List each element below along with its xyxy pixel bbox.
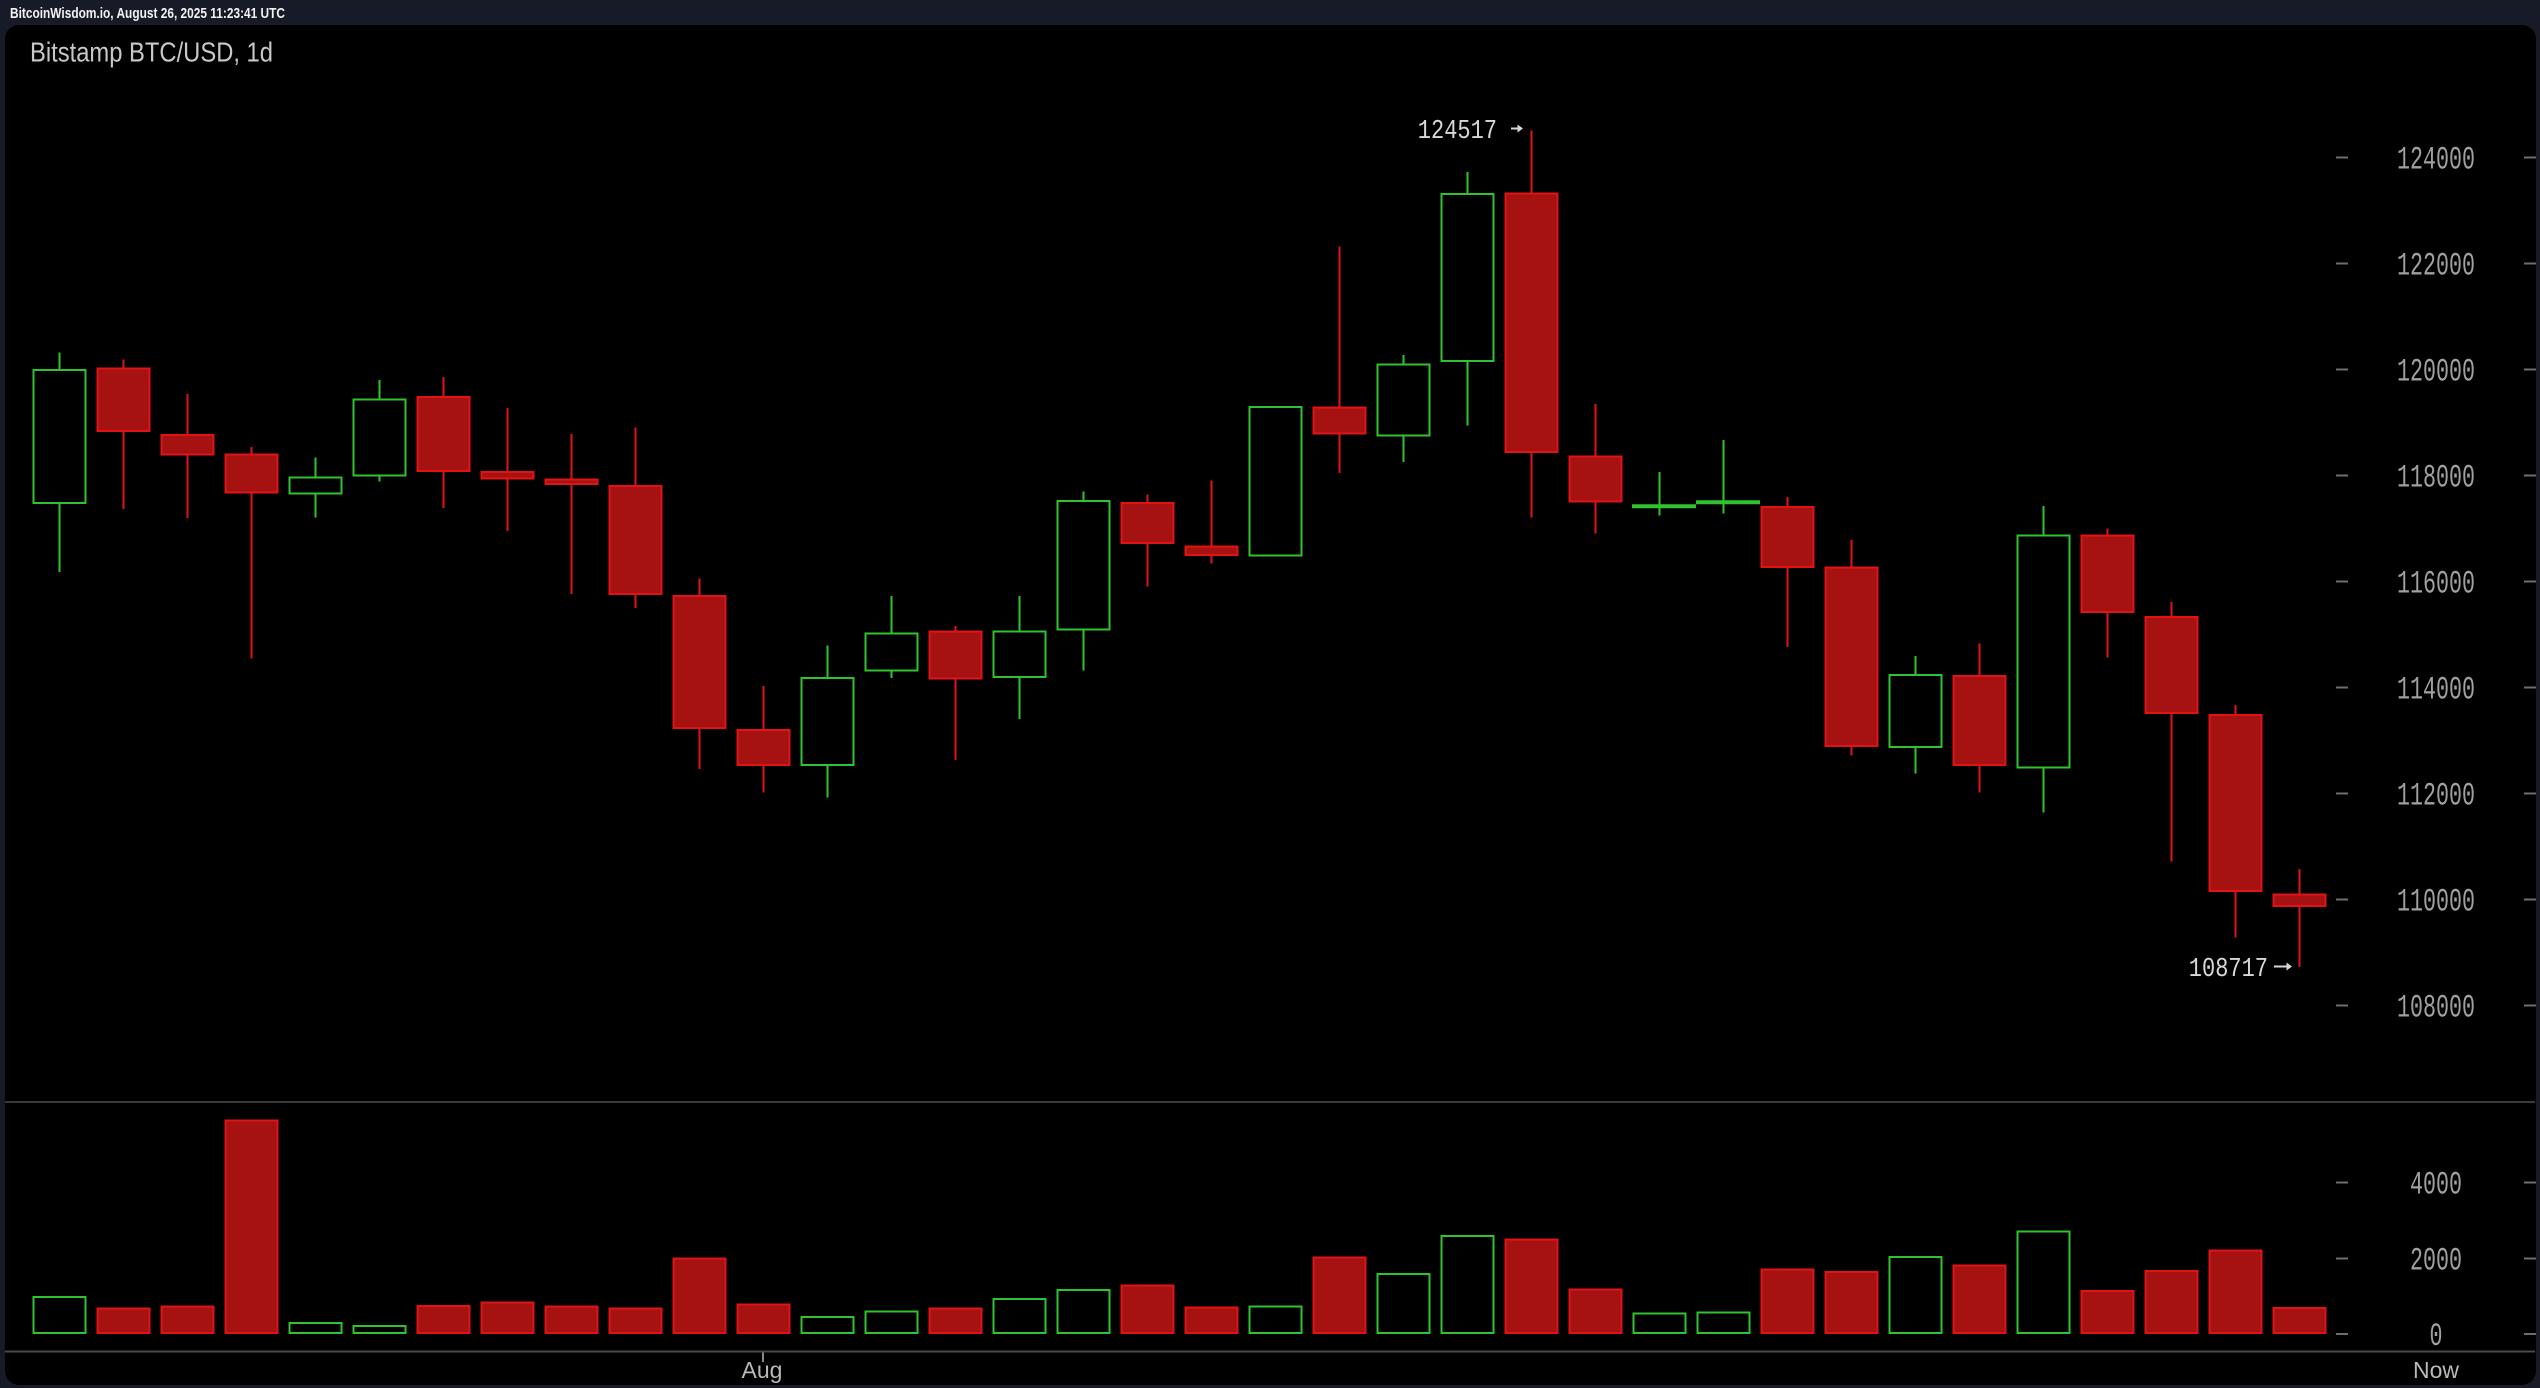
svg-text:4000: 4000 [2410, 1167, 2462, 1204]
svg-text:BitcoinWisdom.io, August 26, 2: BitcoinWisdom.io, August 26, 2025 11:23:… [10, 6, 285, 22]
svg-text:Bitstamp BTC/USD, 1d: Bitstamp BTC/USD, 1d [30, 37, 273, 68]
svg-text:112000: 112000 [2397, 778, 2475, 815]
svg-text:114000: 114000 [2397, 672, 2475, 709]
svg-text:108000: 108000 [2397, 990, 2475, 1027]
svg-text:124517: 124517 [1418, 117, 1497, 147]
svg-text:Aug: Aug [742, 1357, 783, 1383]
svg-text:2000: 2000 [2410, 1243, 2462, 1280]
svg-text:120000: 120000 [2397, 354, 2475, 391]
svg-text:122000: 122000 [2397, 248, 2475, 285]
svg-text:110000: 110000 [2397, 884, 2475, 921]
svg-text:108717: 108717 [2189, 955, 2268, 985]
svg-text:124000: 124000 [2397, 142, 2475, 179]
svg-text:118000: 118000 [2397, 460, 2475, 497]
svg-text:0: 0 [2430, 1318, 2443, 1355]
svg-text:Now: Now [2413, 1357, 2459, 1383]
svg-text:116000: 116000 [2397, 566, 2475, 603]
